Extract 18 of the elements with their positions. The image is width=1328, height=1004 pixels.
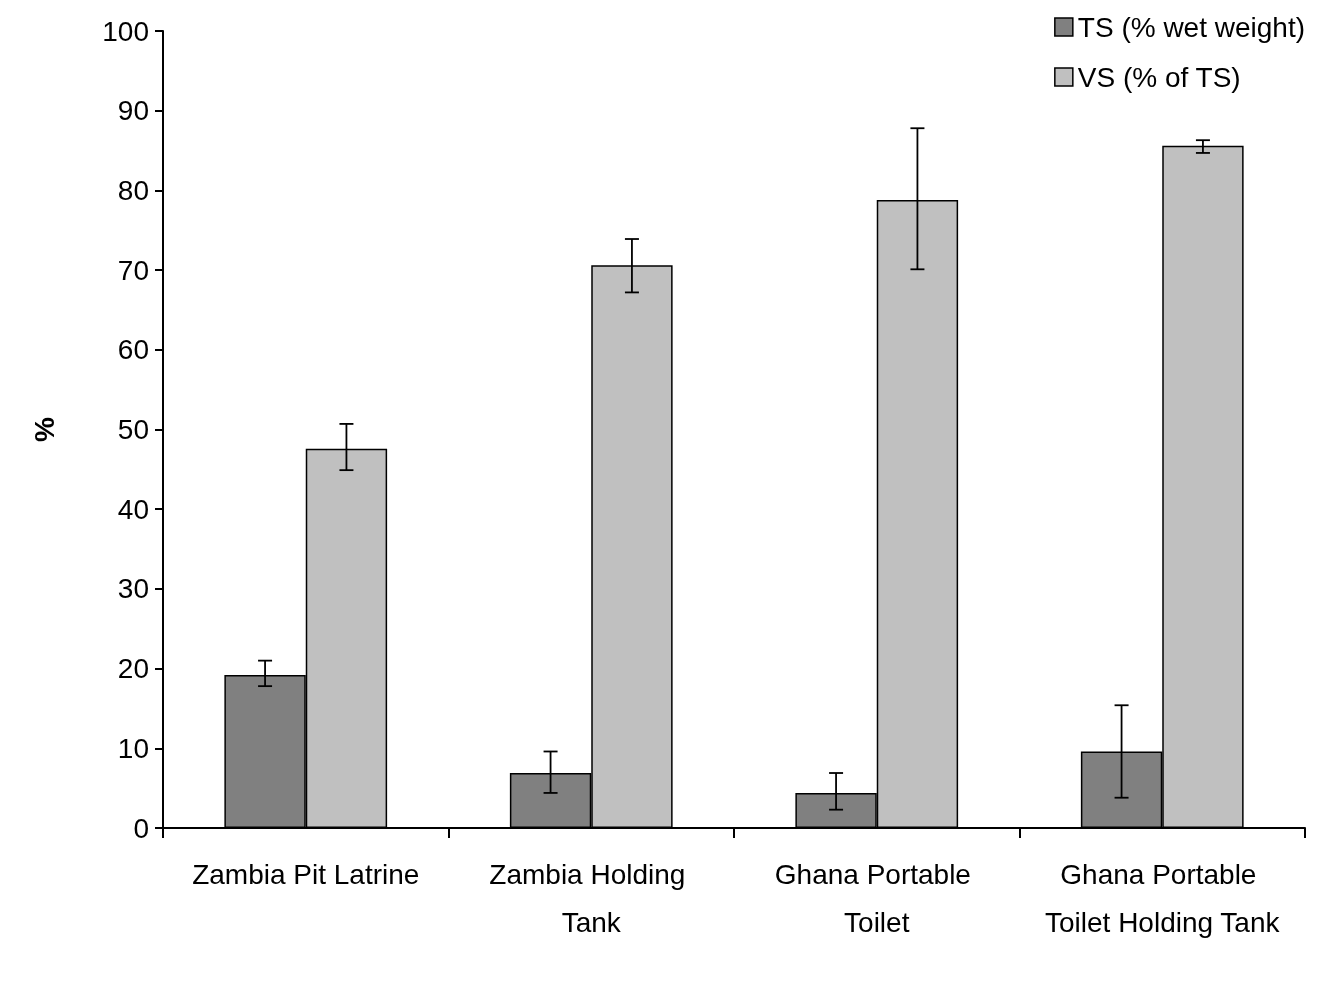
legend-label: VS (% of TS) [1077,61,1241,93]
x-tick-label: Zambia Pit Latrine [192,858,420,890]
y-tick-label: 50 [117,414,149,445]
y-tick-label: 20 [117,653,149,685]
y-tick-label: 70 [117,254,149,286]
y-tick-label: 90 [117,95,149,127]
y-tick-label: 80 [117,174,149,206]
x-tick-label: Ghana Portable Toilet [774,858,979,938]
y-tick-label: 60 [117,334,149,366]
y-tick-label: 100 [102,15,149,47]
y-tick-label: 30 [117,573,149,605]
x-tick-label: Ghana Portable Toilet Holding Tank [1044,858,1281,938]
legend-label: TS (% wet weight) [1077,11,1305,43]
y-tick-label: 40 [117,493,149,525]
y-axis-title: % [28,416,60,442]
y-tick-label: 0 [133,812,149,844]
y-tick-label: 10 [117,732,149,764]
x-tick-label: Zambia Holding Tank [489,858,694,938]
